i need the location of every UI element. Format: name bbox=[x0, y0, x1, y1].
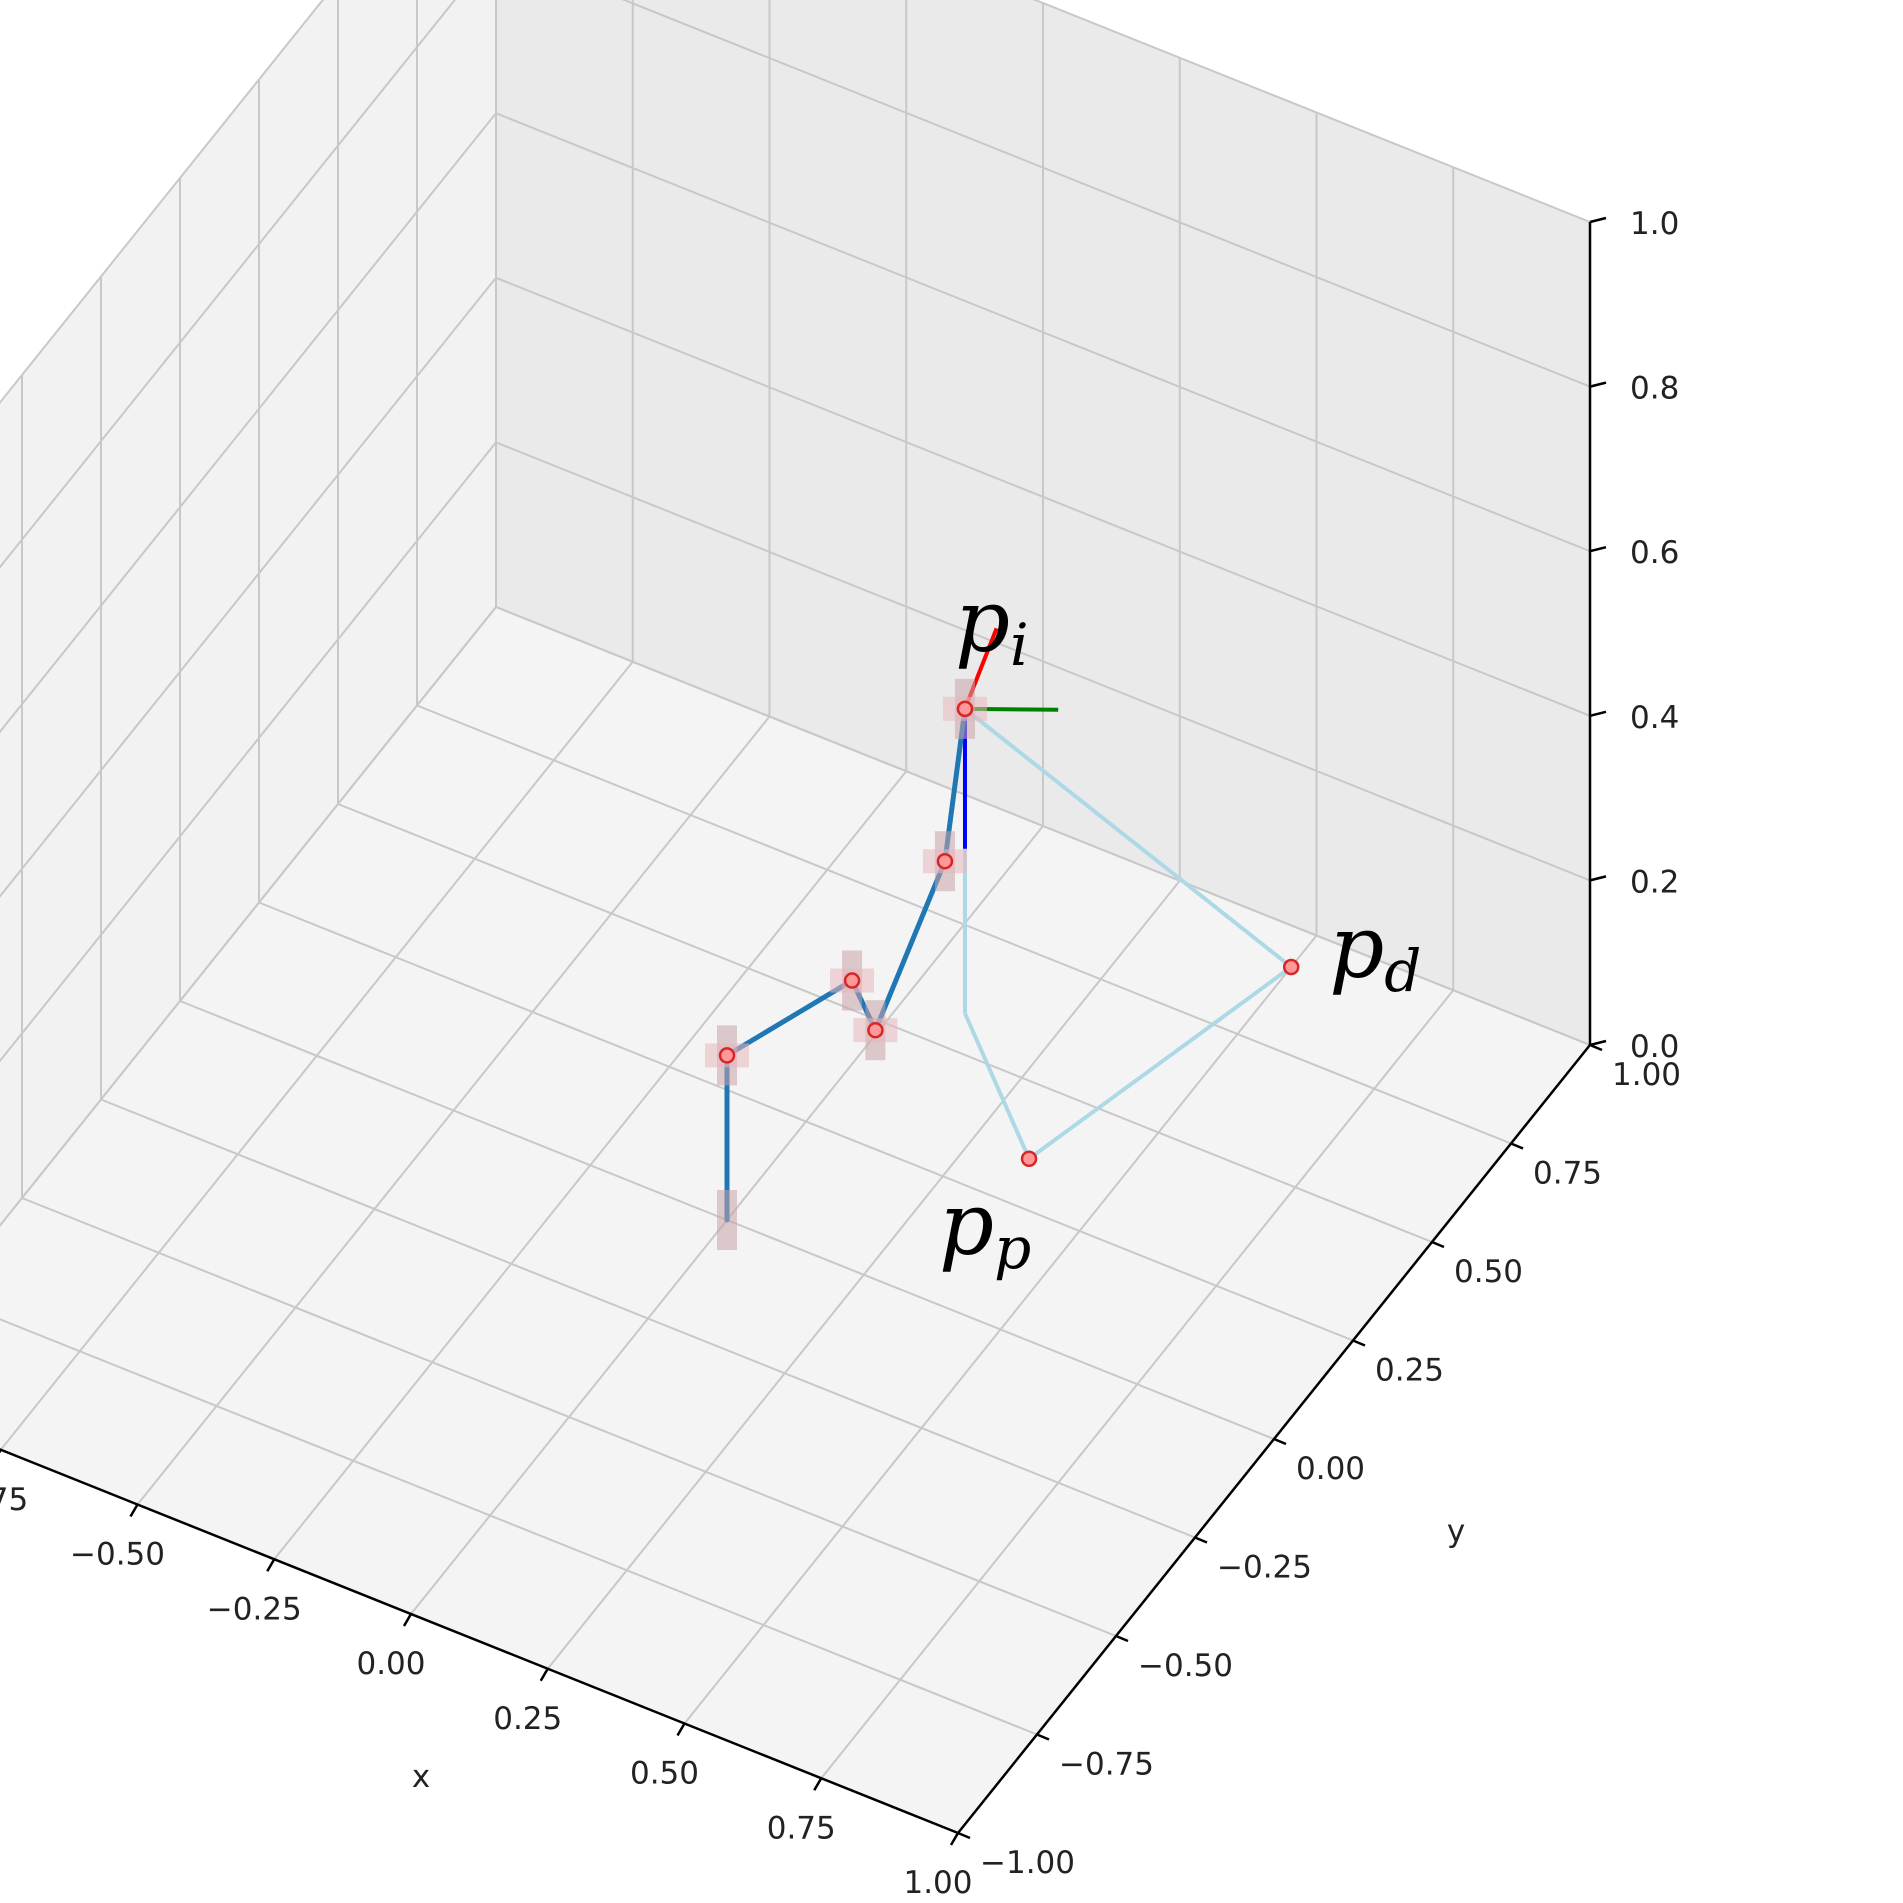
point-label-subscript: i bbox=[1010, 611, 1029, 679]
y-tick-label: 0.50 bbox=[1454, 1254, 1523, 1290]
x-tick-mark bbox=[129, 1503, 139, 1518]
y-tick-mark bbox=[1431, 1240, 1445, 1249]
z-tick-label: 1.0 bbox=[1630, 206, 1679, 242]
projection-line-2 bbox=[1027, 965, 1293, 1161]
x-tick-label: 0.00 bbox=[356, 1646, 425, 1682]
projection-line-1 bbox=[963, 1012, 1031, 1160]
y-tick-mark bbox=[1352, 1339, 1366, 1347]
grid-line-side-z bbox=[0, 606, 497, 1228]
projection-line-3 bbox=[963, 707, 1293, 969]
point-label-base: p bbox=[1329, 898, 1384, 998]
x-tick-mark bbox=[266, 1558, 276, 1572]
point-label-p: pp bbox=[939, 1175, 1031, 1282]
y-tick-mark bbox=[1194, 1536, 1208, 1544]
y-tick-label: 0.00 bbox=[1296, 1451, 1365, 1487]
grid-line-side-z bbox=[0, 441, 497, 1063]
grid-line-side-z bbox=[0, 0, 325, 405]
point-label-subscript: p bbox=[994, 1214, 1031, 1282]
grid-line-back-z bbox=[1032, 0, 1591, 223]
y-tick-label: −1.00 bbox=[980, 1845, 1075, 1881]
y-tick-label: −0.25 bbox=[1217, 1550, 1312, 1586]
z-tick-mark bbox=[1589, 875, 1607, 882]
x-tick-label: −0.50 bbox=[70, 1537, 165, 1573]
z-tick-mark bbox=[1589, 1039, 1607, 1047]
x-tick-mark bbox=[539, 1668, 549, 1682]
z-tick-labels: 0.0 0.2 0.4 0.6 0.8 1.0 bbox=[1589, 206, 1679, 1065]
y-tick-mark bbox=[1036, 1733, 1050, 1741]
y-tick-label: 1.00 bbox=[1612, 1057, 1681, 1093]
point-label-i: pi bbox=[955, 572, 1029, 679]
grid-line-back-z bbox=[495, 606, 1591, 1046]
grid-line-floor-y bbox=[258, 901, 1354, 1342]
z-tick-label: 0.2 bbox=[1630, 864, 1679, 900]
y-tick-mark bbox=[1510, 1142, 1524, 1150]
x-tick-mark bbox=[949, 1832, 960, 1846]
grid-line-back-z bbox=[495, 441, 1591, 882]
grid-line-side-z bbox=[0, 0, 457, 569]
y-tick-mark bbox=[1115, 1634, 1129, 1643]
y-tick-label: −0.75 bbox=[1059, 1747, 1154, 1783]
point-label-subscript: d bbox=[1384, 937, 1421, 1005]
point-label-d: pd bbox=[1329, 898, 1421, 1005]
x-tick-mark bbox=[402, 1613, 413, 1627]
joint-marker-1 bbox=[718, 1047, 736, 1064]
z-tick-mark bbox=[1589, 710, 1607, 718]
z-tick-label: 0.0 bbox=[1630, 1029, 1679, 1065]
x-tick-mark bbox=[676, 1722, 686, 1737]
y-tick-mark bbox=[1589, 1043, 1603, 1052]
arm-segment-1 bbox=[724, 978, 855, 1058]
z-tick-label: 0.8 bbox=[1630, 371, 1679, 407]
arm-segment-3 bbox=[872, 858, 948, 1033]
y-tick-label: 0.75 bbox=[1533, 1156, 1602, 1192]
x-tick-label: 0.25 bbox=[493, 1701, 562, 1737]
x-tick-label: 0.75 bbox=[767, 1810, 836, 1846]
y-tick-mark bbox=[957, 1831, 971, 1840]
grid-line-side-z bbox=[0, 112, 497, 734]
point-marker-p bbox=[1020, 1150, 1038, 1167]
x-tick-label: 1.00 bbox=[903, 1865, 972, 1901]
pane-floor bbox=[0, 607, 1590, 1833]
x-axis-label: x bbox=[412, 1759, 430, 1795]
grid-line-back-z bbox=[621, 0, 1591, 388]
grid-line-back-z bbox=[495, 112, 1591, 553]
joint-marker-3 bbox=[867, 1021, 884, 1039]
grid-line-side-z bbox=[0, 277, 497, 898]
pane-side-wall bbox=[0, 0, 496, 1226]
y-tick-label: 0.25 bbox=[1375, 1353, 1444, 1389]
point-label-base: p bbox=[955, 572, 1010, 672]
point-marker-i bbox=[956, 700, 974, 718]
y-tick-label: −0.50 bbox=[1138, 1648, 1233, 1684]
grid-line-back-z bbox=[495, 276, 1591, 717]
z-tick-mark bbox=[1589, 545, 1607, 553]
z-tick-mark bbox=[1589, 381, 1607, 388]
x-tick-labels: −1.00−0.75−0.50−0.250.000.250.500.751.00 bbox=[0, 1449, 973, 1901]
z-tick-label: 0.4 bbox=[1630, 700, 1679, 736]
point-label-base: p bbox=[939, 1175, 994, 1275]
y-tick-labels: −1.00 −0.75 −0.50 −0.25 0.00 0.25 0.50 0.75 1.00 bbox=[957, 1043, 1681, 1881]
chart-marks bbox=[705, 627, 1300, 1250]
z-tick-label: 0.6 bbox=[1630, 535, 1679, 571]
x-tick-mark bbox=[0, 1449, 2, 1454]
point-marker-d bbox=[1282, 958, 1300, 976]
x-tick-label: −0.25 bbox=[207, 1591, 302, 1627]
grid-line-floor-x bbox=[546, 880, 1181, 1670]
grid-line-floor-x bbox=[683, 934, 1318, 1725]
y-tick-mark bbox=[1273, 1437, 1287, 1446]
z-tick-mark bbox=[1589, 216, 1607, 224]
x-tick-label: −0.75 bbox=[0, 1482, 28, 1518]
x-tick-mark bbox=[813, 1777, 823, 1791]
grid-line-floor-x bbox=[820, 989, 1455, 1779]
y-axis-label: y bbox=[1447, 1513, 1465, 1549]
x-tick-label: 0.50 bbox=[630, 1756, 699, 1792]
joint-marker-2 bbox=[843, 972, 861, 989]
joint-box-0 bbox=[717, 1190, 737, 1250]
joint-marker-4 bbox=[936, 852, 954, 870]
